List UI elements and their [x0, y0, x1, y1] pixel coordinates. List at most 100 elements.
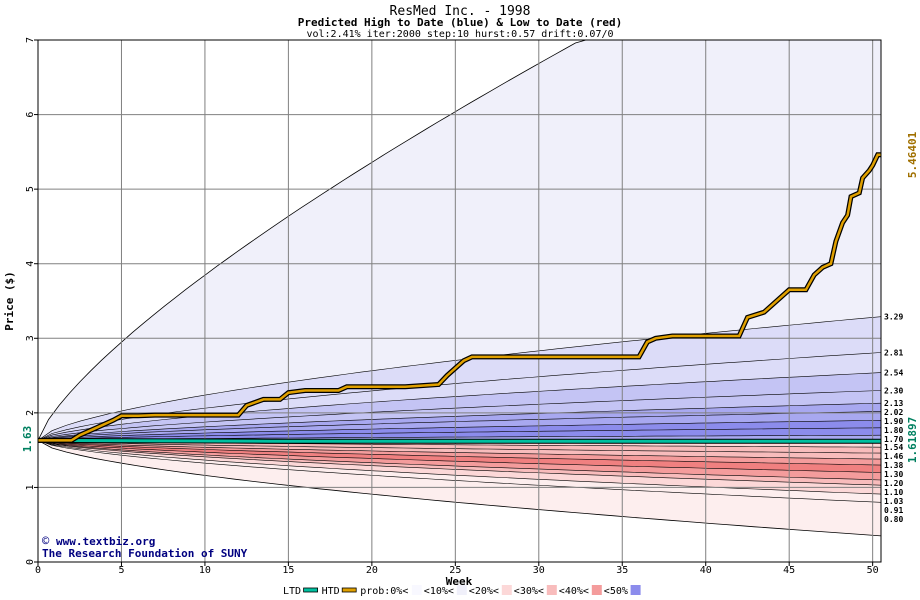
legend-swatch — [341, 587, 357, 593]
legend-swatch — [630, 585, 641, 595]
x-tick-label: 5 — [118, 565, 124, 576]
x-tick-label: 35 — [616, 565, 628, 576]
band-low-3 — [38, 440, 881, 460]
band-high-4 — [38, 390, 881, 441]
quantile-label: 1.70 — [884, 435, 903, 444]
band-high-7 — [38, 420, 881, 441]
quantile-line-high-6 — [37, 411, 882, 441]
htd-end-value-label: 5.46401 — [906, 131, 919, 178]
quantile-label: 1.80 — [884, 426, 903, 435]
y-tick-label: 0 — [25, 559, 36, 565]
quantile-line-high-2 — [37, 352, 882, 441]
band-high-1 — [38, 316, 881, 441]
quantile-line-high-7 — [37, 420, 882, 441]
legend-label: <20%< — [469, 586, 499, 597]
x-tick-label: 25 — [449, 565, 461, 576]
quantile-label: 1.20 — [884, 479, 903, 488]
x-tick-label: 15 — [282, 565, 294, 576]
quantile-line-low-9 — [37, 440, 882, 503]
quantile-label: 1.46 — [884, 452, 903, 461]
y-axis-label: Price ($) — [3, 271, 16, 331]
legend-label: <30%< — [514, 586, 544, 597]
chart-subtitle: Predicted High to Date (blue) & Low to D… — [298, 16, 623, 29]
band-high-3 — [38, 372, 881, 441]
quantile-labels: 3.29 2.81 2.54 2.30 2.132.021.901.801.701.54… — [884, 313, 903, 524]
y-tick-label: 6 — [25, 112, 36, 118]
x-tick-label: 40 — [700, 565, 712, 576]
quantile-label: 1.54 — [884, 443, 903, 452]
legend-label: <40%< — [559, 586, 589, 597]
legend-swatch — [411, 585, 422, 595]
quantile-line-low-2 — [37, 440, 882, 454]
quantile-label: 1.90 — [884, 417, 903, 426]
credit-site: www.textbiz.org — [56, 535, 155, 548]
quantile-line-low-7 — [37, 440, 882, 486]
x-tick-label: 45 — [783, 565, 795, 576]
probability-bands — [37, 39, 882, 537]
legend-swatch — [501, 585, 512, 595]
x-axis-label: Week — [446, 575, 473, 588]
htd-line — [38, 153, 881, 442]
grid-lines — [38, 40, 881, 562]
x-tick-label: 30 — [533, 565, 545, 576]
band-low-8 — [38, 440, 881, 495]
band-high-6 — [38, 411, 881, 441]
x-tick-label: 0 — [35, 565, 41, 576]
ltd-end-value-label: 1.61897 — [906, 417, 919, 463]
quantile-label: 1.10 — [884, 488, 903, 497]
quantile-label: 1.30 — [884, 470, 903, 479]
band-high-8 — [38, 427, 881, 441]
quantile-line-low-3 — [37, 440, 882, 460]
plot-border — [37, 39, 882, 563]
quantile-line-high-5 — [37, 402, 882, 441]
copyright-icon: © — [42, 534, 50, 548]
band-low-7 — [38, 440, 881, 486]
quantile-line-high-3 — [37, 372, 882, 441]
legend-label: <10%< — [424, 586, 454, 597]
y-tick-label: 7 — [25, 37, 36, 43]
chart-title: ResMed Inc. - 1998 — [390, 4, 531, 19]
legend-swatch — [546, 585, 557, 595]
legend-label: LTD — [283, 586, 301, 597]
y-tick-label: 3 — [25, 335, 36, 341]
series-lines — [37, 152, 882, 444]
quantile-label: 2.54 — [884, 369, 903, 378]
quantile-label: 1.03 — [884, 497, 903, 506]
legend: LTD HTD prob:0%< <10%< <20%< <30%< <40%< <50% — [283, 585, 641, 597]
band-low-outer — [38, 440, 881, 536]
chart-params: vol:2.41% iter:2000 step:10 hurst:0.57 d… — [306, 29, 613, 40]
quantile-line-low-5 — [37, 440, 882, 473]
legend-swatch — [456, 585, 467, 595]
legend-label: HTD — [322, 586, 340, 597]
legend-label: prob:0%< — [360, 586, 408, 597]
x-tick-label: 50 — [867, 565, 879, 576]
x-tick-label: 20 — [366, 565, 378, 576]
quantile-label: 2.02 — [884, 408, 903, 417]
quantile-label: 1.38 — [884, 461, 903, 470]
y-tick-label: 1 — [25, 484, 36, 490]
quantile-label: 2.30 — [884, 386, 903, 395]
band-low-9 — [38, 440, 881, 503]
legend-swatch — [303, 587, 319, 593]
credit-org: The Research Foundation of SUNY — [42, 547, 248, 560]
quantile-label: 0.91 — [884, 506, 903, 515]
quantile-line-low-8 — [37, 440, 882, 495]
quantile-line-low-4 — [37, 440, 882, 466]
band-low-5 — [38, 440, 881, 473]
y-tick-label: 4 — [25, 261, 36, 267]
quantile-label: 0.80 — [884, 515, 903, 524]
y-tick-label: 2 — [25, 410, 36, 416]
lower-envelope-line — [37, 440, 882, 537]
y-tick-label: 5 — [25, 186, 36, 192]
x-tick-label: 10 — [199, 565, 211, 576]
quantile-label: 2.81 — [884, 348, 903, 357]
ltd-line — [37, 438, 882, 443]
quantile-line-high-8 — [37, 427, 882, 441]
legend-label: <50% — [604, 586, 628, 597]
legend-swatch — [591, 585, 602, 595]
quantile-label: 3.29 — [884, 313, 903, 322]
quantile-line-low-6 — [37, 440, 882, 481]
band-high-2 — [38, 352, 881, 441]
